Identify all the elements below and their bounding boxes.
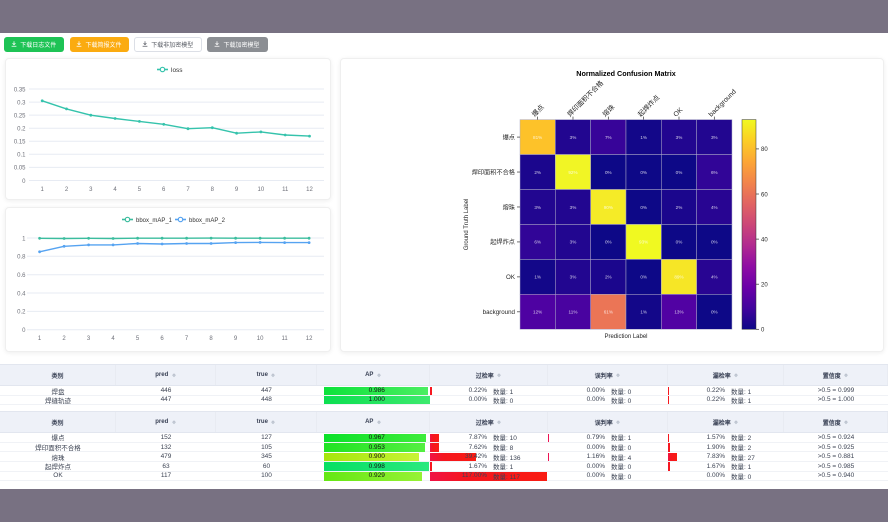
- svg-text:11%: 11%: [569, 310, 578, 315]
- svg-text:OK: OK: [672, 106, 684, 118]
- svg-text:7: 7: [186, 187, 190, 193]
- svg-text:3%: 3%: [570, 135, 577, 140]
- svg-text:4: 4: [113, 187, 117, 193]
- svg-text:bbox_mAP_2: bbox_mAP_2: [189, 218, 226, 224]
- svg-text:3%: 3%: [711, 135, 718, 140]
- svg-text:61%: 61%: [604, 310, 613, 315]
- svg-text:5: 5: [136, 336, 140, 342]
- svg-text:60: 60: [761, 192, 768, 198]
- svg-text:7: 7: [185, 336, 189, 342]
- svg-text:20: 20: [761, 283, 768, 289]
- svg-text:5: 5: [138, 187, 142, 193]
- svg-text:0.2: 0.2: [17, 127, 26, 133]
- svg-text:0.1: 0.1: [17, 153, 26, 159]
- svg-text:6: 6: [160, 336, 164, 342]
- svg-text:3%: 3%: [570, 275, 577, 280]
- svg-text:40: 40: [761, 237, 768, 243]
- svg-text:2: 2: [65, 187, 69, 193]
- svg-text:焊印面积不合格: 焊印面积不合格: [472, 168, 516, 176]
- svg-text:0.3: 0.3: [17, 100, 26, 106]
- svg-text:8: 8: [211, 187, 215, 193]
- svg-text:10: 10: [257, 336, 264, 342]
- svg-text:7%: 7%: [605, 135, 612, 140]
- svg-text:89%: 89%: [674, 275, 683, 280]
- svg-text:0: 0: [761, 328, 765, 334]
- svg-text:0.2: 0.2: [17, 310, 26, 316]
- svg-text:12: 12: [306, 187, 313, 193]
- svg-text:2%: 2%: [534, 170, 541, 175]
- svg-text:4%: 4%: [711, 205, 718, 210]
- svg-text:90%: 90%: [604, 205, 613, 210]
- svg-text:0%: 0%: [640, 275, 647, 280]
- svg-text:1%: 1%: [640, 135, 647, 140]
- svg-text:9: 9: [234, 336, 238, 342]
- svg-text:1%: 1%: [534, 275, 541, 280]
- svg-text:2%: 2%: [676, 205, 683, 210]
- svg-text:3%: 3%: [534, 205, 541, 210]
- svg-text:熔珠: 熔珠: [503, 203, 516, 211]
- svg-text:80: 80: [761, 147, 768, 153]
- svg-text:起焊炸点: 起焊炸点: [636, 93, 662, 119]
- svg-text:93%: 93%: [639, 240, 648, 245]
- svg-text:6: 6: [162, 187, 166, 193]
- svg-text:2: 2: [62, 336, 66, 342]
- svg-text:bbox_mAP_1: bbox_mAP_1: [136, 218, 173, 224]
- svg-text:11: 11: [282, 187, 289, 193]
- svg-text:9: 9: [235, 187, 239, 193]
- svg-text:loss: loss: [171, 67, 183, 74]
- svg-text:8: 8: [209, 336, 213, 342]
- svg-text:3: 3: [89, 187, 93, 193]
- svg-text:0.25: 0.25: [14, 113, 26, 119]
- svg-text:0.8: 0.8: [17, 255, 26, 261]
- svg-text:OK: OK: [506, 274, 516, 281]
- svg-text:0: 0: [22, 328, 26, 334]
- svg-text:12%: 12%: [533, 310, 542, 315]
- svg-text:Prediction Label: Prediction Label: [604, 334, 647, 340]
- svg-text:1: 1: [41, 187, 45, 193]
- svg-text:爆点: 爆点: [503, 133, 515, 141]
- svg-text:0%: 0%: [676, 240, 683, 245]
- svg-text:0.35: 0.35: [14, 87, 26, 93]
- svg-text:12: 12: [306, 336, 313, 342]
- svg-text:起焊炸点: 起焊炸点: [490, 238, 515, 246]
- svg-text:2%: 2%: [605, 275, 612, 280]
- svg-text:11: 11: [281, 336, 288, 342]
- svg-text:0%: 0%: [676, 170, 683, 175]
- svg-text:4: 4: [111, 336, 115, 342]
- svg-text:4%: 4%: [711, 275, 718, 280]
- svg-text:熔珠: 熔珠: [600, 102, 616, 118]
- svg-text:6%: 6%: [711, 170, 718, 175]
- svg-text:13%: 13%: [674, 310, 683, 315]
- svg-text:0.6: 0.6: [17, 273, 26, 279]
- svg-text:92%: 92%: [568, 170, 577, 175]
- svg-text:0: 0: [22, 179, 26, 185]
- svg-text:0%: 0%: [711, 240, 718, 245]
- svg-text:6%: 6%: [534, 240, 541, 245]
- svg-text:0%: 0%: [711, 310, 718, 315]
- svg-text:1: 1: [22, 236, 26, 242]
- svg-text:0%: 0%: [605, 240, 612, 245]
- svg-text:1%: 1%: [640, 310, 647, 315]
- svg-text:3%: 3%: [676, 135, 683, 140]
- svg-text:0.15: 0.15: [14, 140, 26, 146]
- svg-text:10: 10: [258, 187, 265, 193]
- svg-text:0%: 0%: [640, 205, 647, 210]
- svg-text:爆点: 爆点: [530, 102, 546, 118]
- svg-text:3%: 3%: [570, 240, 577, 245]
- svg-text:0.05: 0.05: [14, 166, 26, 172]
- svg-text:background: background: [483, 309, 516, 316]
- svg-text:焊印面积不合格: 焊印面积不合格: [565, 78, 605, 118]
- svg-text:0.4: 0.4: [17, 291, 26, 297]
- svg-text:3: 3: [87, 336, 91, 342]
- svg-text:1: 1: [38, 336, 42, 342]
- svg-text:Ground Truth Label: Ground Truth Label: [464, 199, 470, 251]
- svg-text:81%: 81%: [533, 135, 542, 140]
- svg-text:background: background: [708, 88, 738, 118]
- svg-text:0%: 0%: [605, 170, 612, 175]
- svg-text:Normalized Confusion Matrix: Normalized Confusion Matrix: [576, 69, 675, 78]
- svg-text:3%: 3%: [570, 205, 577, 210]
- svg-text:0%: 0%: [640, 170, 647, 175]
